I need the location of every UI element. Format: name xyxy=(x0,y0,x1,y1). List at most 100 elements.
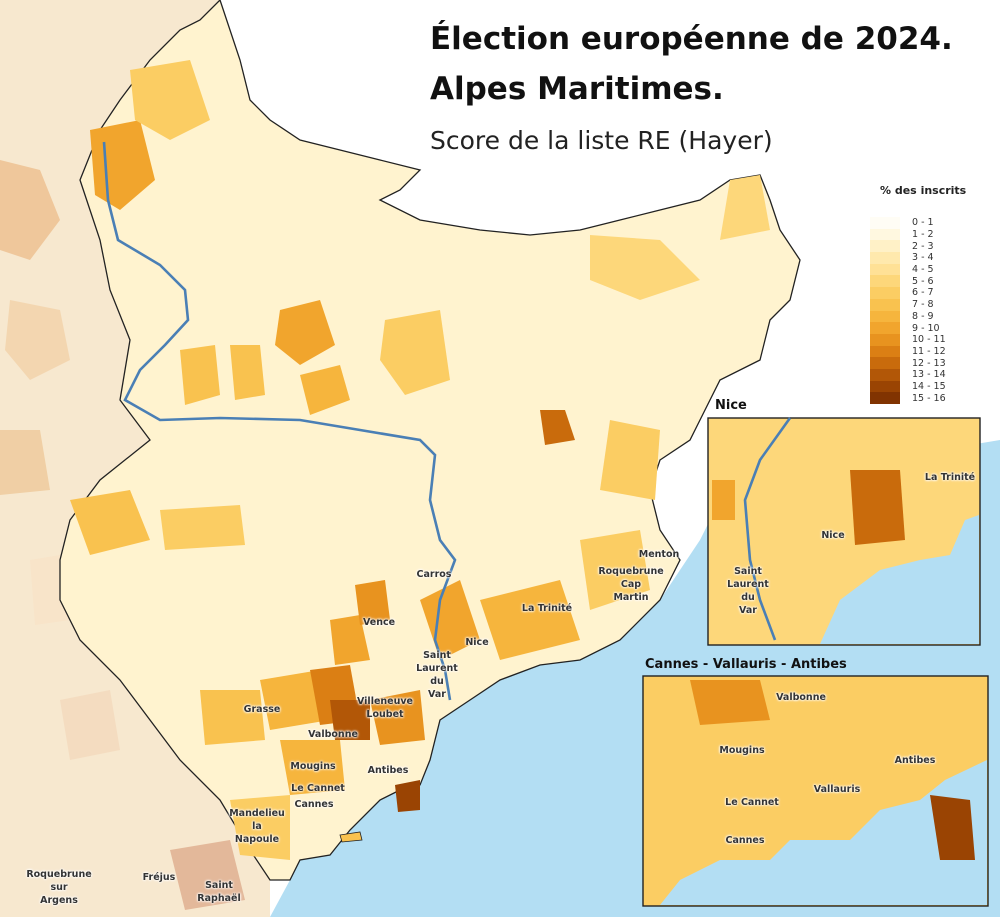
legend-row: 14 - 15 xyxy=(870,380,990,393)
legend-swatch xyxy=(870,228,900,241)
inset-nice-label-du: du xyxy=(741,592,755,603)
lerins-islands xyxy=(339,831,363,843)
commune-west-2 xyxy=(160,505,245,550)
legend-label: 6 - 7 xyxy=(912,287,934,299)
commune-east-4 xyxy=(600,420,660,500)
commune-antibes-cap xyxy=(395,780,420,812)
commune-east-2 xyxy=(590,235,700,300)
commune-centre-1 xyxy=(275,300,335,365)
label-villeneuve: Villeneuve xyxy=(356,696,414,707)
legend-label: 5 - 6 xyxy=(912,275,934,287)
commune-coast-2 xyxy=(480,580,580,660)
legend-row: 9 - 10 xyxy=(870,322,990,334)
neighbouring-patch-2 xyxy=(5,300,70,380)
label-roquebrune-sur-argens-2: sur xyxy=(50,882,68,893)
neighbouring-patch-5 xyxy=(60,690,120,760)
legend-swatch xyxy=(870,357,900,369)
legend-row: 11 - 12 xyxy=(870,345,990,358)
legend-swatch xyxy=(870,322,900,334)
neighbouring-patch-4 xyxy=(170,840,245,910)
legend-label: 4 - 5 xyxy=(912,264,934,276)
legend-row: 8 - 9 xyxy=(870,310,990,323)
map-subtitle: Score de la liste RE (Hayer) xyxy=(430,126,773,155)
legend-row: 2 - 3 xyxy=(870,240,990,253)
commune-south-2 xyxy=(355,580,390,625)
legend-swatch xyxy=(870,380,900,393)
inset-cannes-sea xyxy=(660,760,987,905)
legend-label: 12 - 13 xyxy=(912,357,946,369)
label-var: Var xyxy=(428,689,446,700)
label-frejus: Fréjus xyxy=(142,872,176,883)
legend-swatch xyxy=(870,287,900,299)
legend-label: 8 - 9 xyxy=(912,310,934,322)
legend-swatch xyxy=(870,240,900,253)
commune-centre-2 xyxy=(300,365,350,415)
label-nice: Nice xyxy=(465,637,489,648)
inset-cannes-label-le-cannet: Le Cannet xyxy=(725,797,779,808)
legend-swatch xyxy=(870,217,900,229)
legend-row: 7 - 8 xyxy=(870,298,990,311)
legend-swatch xyxy=(870,275,900,288)
label-saint: Saint xyxy=(423,650,451,661)
legend-row: 12 - 13 xyxy=(870,357,990,369)
legend-row: 5 - 6 xyxy=(870,275,990,288)
legend-label: 3 - 4 xyxy=(912,252,934,264)
commune-coast-3 xyxy=(580,530,650,610)
label-du: du xyxy=(430,676,444,687)
inset-nice-label-la-trinite: La Trinité xyxy=(924,472,976,483)
department-alpes-maritimes xyxy=(59,0,801,881)
legend-row: 0 - 1 xyxy=(870,217,990,229)
label-roquebrune: Roquebrune xyxy=(598,566,664,577)
commune-south-7 xyxy=(280,740,345,795)
legend-swatch xyxy=(870,252,900,264)
neighbouring-patch-1 xyxy=(0,160,60,260)
legend-row: 1 - 2 xyxy=(870,228,990,241)
legend-row: 6 - 7 xyxy=(870,287,990,299)
label-la-trinite: La Trinité xyxy=(521,603,573,614)
label-vence: Vence xyxy=(362,617,396,628)
inset-cannes-label-valbonne: Valbonne xyxy=(776,692,826,703)
commune-south-5 xyxy=(330,700,370,740)
label-carros: Carros xyxy=(416,569,452,580)
label-mandelieu: Mandelieu xyxy=(229,808,285,819)
legend-swatch xyxy=(870,310,900,323)
label-cannes: Cannes xyxy=(294,799,334,810)
legend-label: 2 - 3 xyxy=(912,240,934,252)
legend-swatch xyxy=(870,392,900,404)
label-menton: Menton xyxy=(638,549,680,560)
inset-cannes-cap xyxy=(930,795,975,860)
inset-nice-label-nice: Nice xyxy=(821,530,845,541)
inset-cannes xyxy=(642,675,989,907)
commune-west-1 xyxy=(70,490,150,555)
inset-nice-title: Nice xyxy=(715,398,747,413)
legend-row: 15 - 16 xyxy=(870,392,990,404)
commune-centre-3 xyxy=(230,345,265,400)
legend-label: 15 - 16 xyxy=(912,392,946,404)
legend-label: 10 - 11 xyxy=(912,334,946,346)
legend-label: 11 - 12 xyxy=(912,345,946,357)
legend-title: % des inscrits xyxy=(880,184,967,197)
legend-swatch xyxy=(870,263,900,276)
commune-east-1 xyxy=(540,410,575,445)
commune-centre-5 xyxy=(380,310,450,395)
label-laurent: Laurent xyxy=(416,663,458,674)
label-roquebrune-sur-argens-1: Roquebrune xyxy=(26,869,92,880)
legend-row: 3 - 4 xyxy=(870,252,990,264)
legend-label: 9 - 10 xyxy=(912,322,940,334)
commune-south-3 xyxy=(260,670,330,730)
legend-label: 0 - 1 xyxy=(912,217,934,229)
label-napoule: Napoule xyxy=(234,834,280,845)
legend-swatch xyxy=(870,333,900,346)
inset-cannes-label-cannes: Cannes xyxy=(725,835,765,846)
legend-row: 10 - 11 xyxy=(870,333,990,346)
commune-south-6 xyxy=(370,690,425,745)
inset-nice-label-laurent: Laurent xyxy=(727,579,769,590)
legend-swatch xyxy=(870,298,900,311)
label-grasse: Grasse xyxy=(243,704,281,715)
var-river xyxy=(102,141,457,701)
label-roquebrune-sur-argens-3: Argens xyxy=(40,895,78,906)
inset-nice-river xyxy=(743,417,792,641)
inset-nice-label-saint: Saint xyxy=(734,566,762,577)
